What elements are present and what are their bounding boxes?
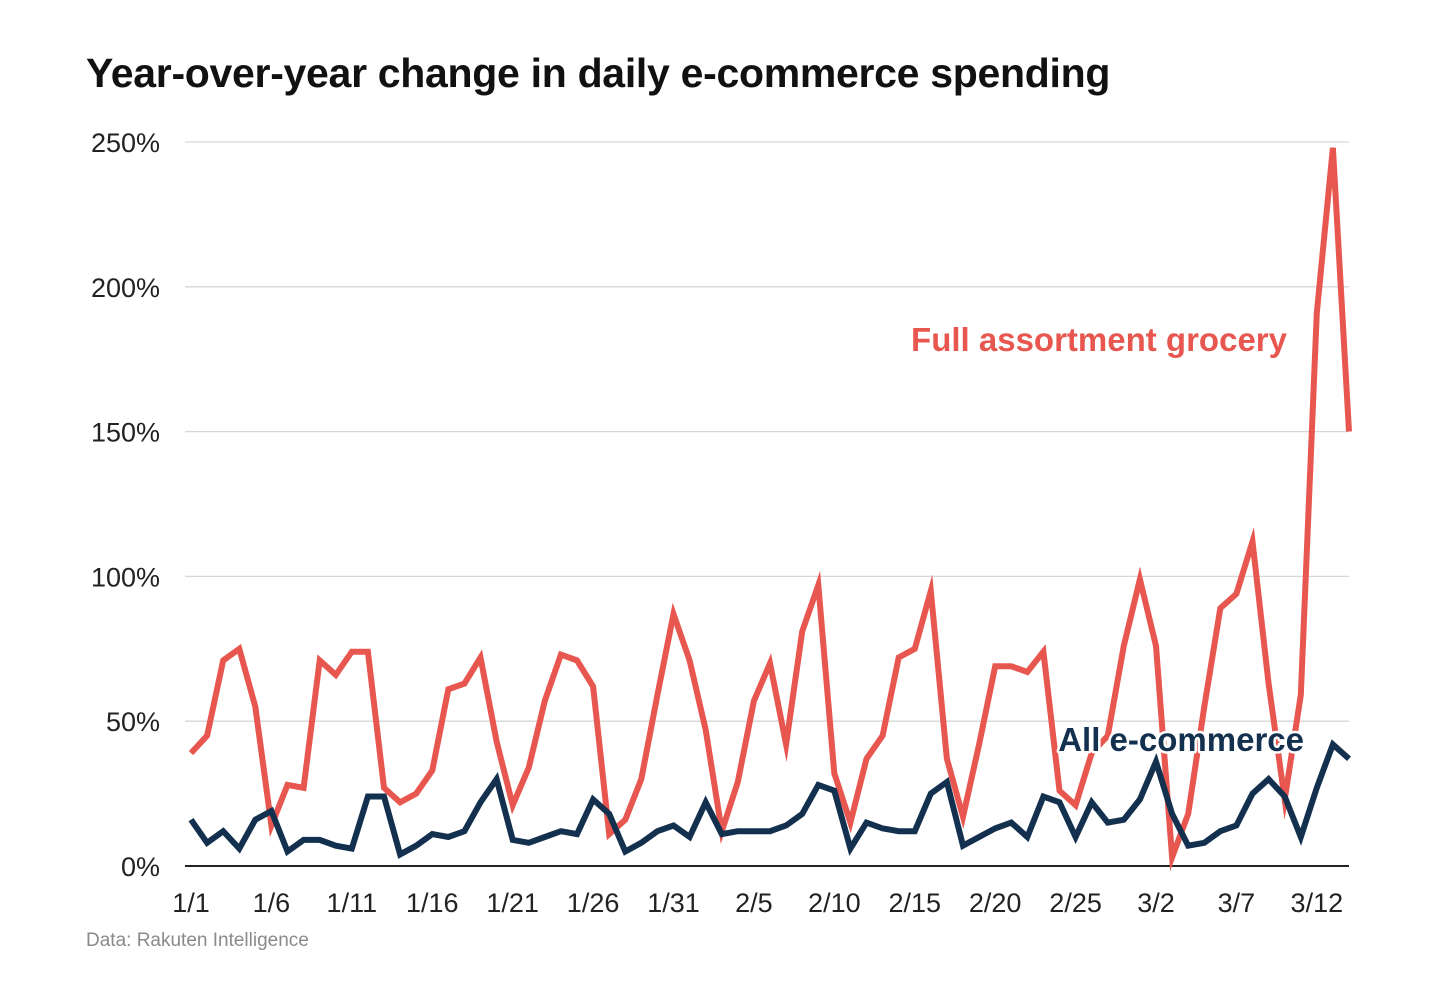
y-tick-label-100: 100% [91,562,160,592]
y-axis-ticks: 0% 50% 100% 150% 200% 250% [91,128,160,882]
x-tick-label-2-25: 2/25 [1049,888,1102,918]
x-axis-ticks: 1/1 1/6 1/11 1/16 1/21 1/26 1/31 2/5 2/10 2/15 2/2… [172,888,1343,918]
x-tick-label-2-5: 2/5 [735,888,773,918]
x-tick-label-1-21: 1/21 [486,888,539,918]
y-tick-label-200: 200% [91,273,160,303]
chart-title: Year-over-year change in daily e-commerc… [86,50,1111,96]
y-tick-label-0: 0% [121,852,160,882]
x-tick-label-1-11: 1/11 [327,888,378,918]
x-tick-label-1-6: 1/6 [253,888,291,918]
x-tick-label-1-16: 1/16 [406,888,459,918]
series-lines [188,147,1352,872]
y-tick-label-50: 50% [106,707,160,737]
y-tick-label-250: 250% [91,128,160,158]
x-tick-label-1-26: 1/26 [567,888,620,918]
y-tick-label-150: 150% [91,418,160,448]
series-label-all: All e-commerce [1058,721,1304,758]
x-tick-label-3-12: 3/12 [1291,888,1344,918]
x-tick-label-1-1: 1/1 [172,888,210,918]
x-tick-label-3-7: 3/7 [1218,888,1256,918]
x-tick-label-2-20: 2/20 [969,888,1022,918]
x-tick-label-2-10: 2/10 [808,888,861,918]
series-labels: Full assortment grocery All e-commerce [909,319,1307,761]
x-tick-label-2-15: 2/15 [888,888,941,918]
series-label-grocery: Full assortment grocery [911,321,1288,358]
series-line-all [188,739,1351,859]
source-note: Data: Rakuten Intelligence [86,930,309,951]
x-tick-label-3-2: 3/2 [1137,888,1175,918]
series-line-grocery [188,147,1352,872]
x-tick-label-1-31: 1/31 [647,888,700,918]
